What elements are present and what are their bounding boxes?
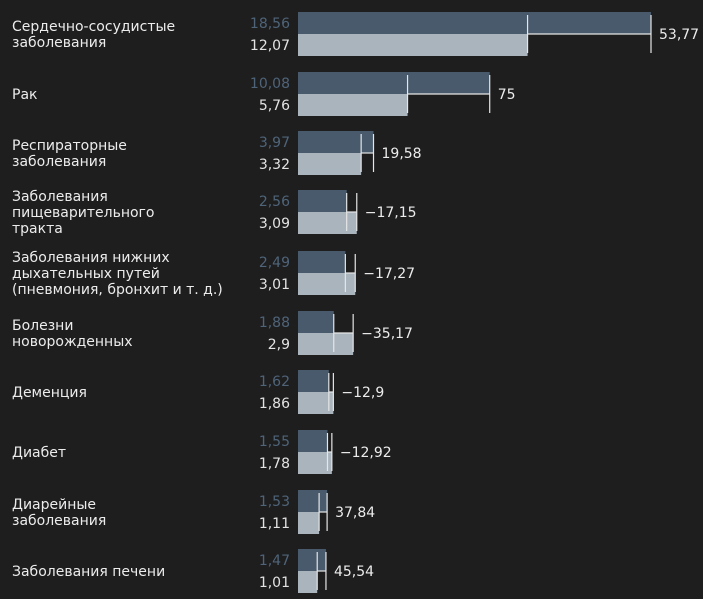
change-label: 37,84 [335, 505, 375, 521]
value-label-top: 1,55 [259, 434, 290, 450]
value-label-bottom: 3,09 [259, 216, 290, 232]
value-label-top: 1,53 [259, 494, 290, 510]
category-label: Сердечно-сосудистые [12, 19, 175, 35]
value-label-bottom: 3,32 [259, 157, 290, 173]
category-label: (пневмония, бронхит и т. д.) [12, 282, 223, 298]
change-label: 45,54 [334, 564, 374, 580]
bar-bottom [298, 333, 354, 355]
change-label: 53,77 [659, 27, 699, 43]
category-label: Болезни [12, 318, 73, 334]
value-label-bottom: 5,76 [259, 98, 290, 114]
change-label: −17,15 [365, 205, 417, 221]
value-label-bottom: 3,01 [259, 277, 290, 293]
bar-bottom [298, 94, 408, 116]
bar-top [298, 370, 329, 392]
value-label-bottom: 1,01 [259, 575, 290, 591]
category-label: пищеварительного [12, 205, 154, 221]
bar-bottom [298, 153, 362, 175]
category-label: Деменция [12, 385, 87, 401]
category-label: новорожденных [12, 334, 133, 350]
change-label: −12,92 [340, 445, 392, 461]
bar-bottom [298, 34, 528, 56]
bar-top [298, 251, 346, 273]
category-label: тракта [12, 221, 63, 237]
bar-top [298, 190, 347, 212]
bar-top [298, 490, 328, 512]
value-label-top: 18,56 [250, 16, 290, 32]
change-label: 75 [498, 87, 516, 103]
value-label-top: 1,47 [259, 553, 290, 569]
value-label-top: 1,88 [259, 315, 290, 331]
value-label-bottom: 1,78 [259, 456, 290, 472]
category-label: Заболевания печени [12, 564, 165, 580]
value-label-top: 2,49 [259, 255, 290, 271]
bar-bottom [298, 212, 357, 234]
bar-bottom [298, 392, 334, 414]
change-label: −35,17 [361, 326, 413, 342]
value-label-bottom: 1,11 [259, 516, 290, 532]
bar-top [298, 311, 334, 333]
category-label: заболевания [12, 513, 106, 529]
bar-bottom [298, 452, 332, 474]
category-label: Диарейные [12, 497, 96, 513]
value-label-top: 10,08 [250, 76, 290, 92]
change-label: −12,9 [341, 385, 384, 401]
bar-top [298, 72, 490, 94]
category-label: заболевания [12, 35, 106, 51]
value-label-top: 2,56 [259, 194, 290, 210]
value-label-top: 3,97 [259, 135, 290, 151]
value-label-bottom: 12,07 [250, 38, 290, 54]
bar-top [298, 430, 328, 452]
bar-bottom [298, 571, 318, 593]
category-label: заболевания [12, 154, 106, 170]
change-label: −17,27 [363, 266, 415, 282]
value-label-bottom: 1,86 [259, 396, 290, 412]
bar-bottom [298, 512, 320, 534]
category-label: Рак [12, 87, 37, 103]
category-label: Диабет [12, 445, 66, 461]
bar-top [298, 131, 374, 153]
category-label: Заболевания нижних [12, 250, 170, 266]
bar-top [298, 549, 326, 571]
bar-bottom [298, 273, 356, 295]
category-label: Респираторные [12, 138, 127, 154]
change-label: 19,58 [382, 146, 422, 162]
value-label-top: 1,62 [259, 374, 290, 390]
category-label: Заболевания [12, 189, 108, 205]
value-label-bottom: 2,9 [268, 337, 290, 353]
category-label: дыхательных путей [12, 266, 160, 282]
bar-top [298, 12, 651, 34]
